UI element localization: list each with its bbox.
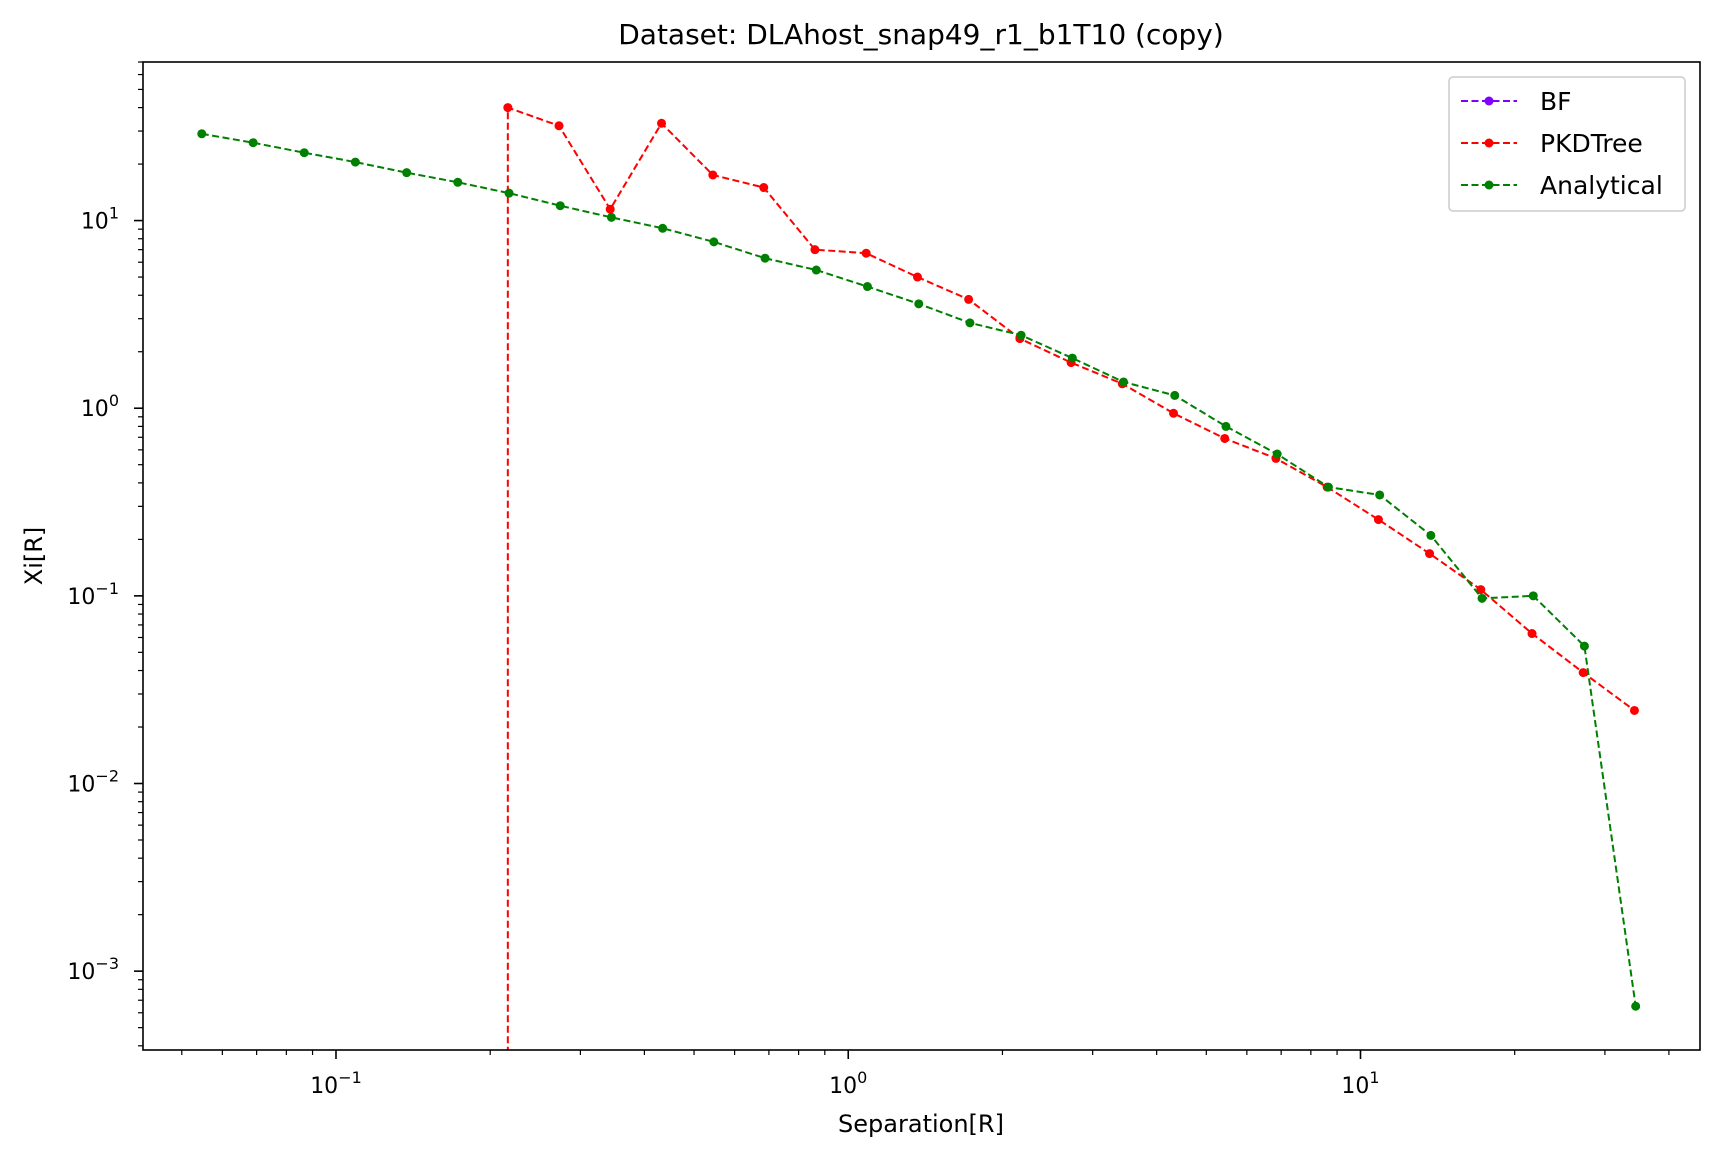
data-point (912, 272, 922, 282)
x-tick-label: 10−1 (310, 1068, 362, 1099)
data-point (810, 245, 820, 255)
data-point (605, 204, 615, 214)
data-point (1579, 641, 1589, 651)
chart-title: Dataset: DLAhost_snap49_r1_b1T10 (copy) (618, 18, 1224, 51)
data-point (811, 265, 821, 275)
data-point (299, 148, 309, 158)
data-point (606, 212, 616, 222)
legend-label: PKDTree (1540, 129, 1643, 158)
y-tick-label: 10−2 (67, 767, 119, 798)
legend-marker (1484, 138, 1494, 148)
x-tick-label: 101 (1341, 1068, 1379, 1099)
data-point (965, 318, 975, 328)
y-axis-label: Xi[R] (20, 527, 48, 586)
data-point (861, 248, 871, 258)
data-point (760, 253, 770, 263)
data-point (964, 294, 974, 304)
data-point (709, 237, 719, 247)
data-point (1426, 530, 1436, 540)
legend-item-pkdtree: PKDTree (1461, 129, 1643, 158)
data-point (1067, 353, 1077, 363)
data-point (1170, 390, 1180, 400)
legend-label: BF (1540, 87, 1572, 116)
data-point (1373, 515, 1383, 525)
legend-item-analytical: Analytical (1461, 171, 1663, 200)
data-point (708, 170, 718, 180)
data-point (1119, 377, 1129, 387)
legend-marker (1484, 96, 1494, 106)
data-point (503, 103, 513, 113)
y-tick-label: 100 (81, 391, 119, 422)
data-point (1221, 421, 1231, 431)
data-point (1425, 549, 1435, 559)
data-point (1527, 629, 1537, 639)
series-line (506, 106, 1636, 1050)
data-point (657, 118, 667, 128)
data-point (1323, 482, 1333, 492)
data-point (1169, 408, 1179, 418)
data-point (197, 129, 207, 139)
plot-frame (142, 61, 1701, 1051)
y-tick-label: 10−1 (67, 579, 119, 610)
series-analytical (197, 129, 1641, 1011)
data-point (555, 201, 565, 211)
x-axis-ticks: 10−1 100 101 (181, 1050, 1670, 1099)
data-point (759, 183, 769, 193)
legend: BF PKDTree Analytical (1448, 76, 1686, 212)
legend-item-bf: BF (1461, 87, 1572, 116)
data-point (1272, 449, 1282, 459)
series-layer (197, 103, 1641, 1050)
data-point (504, 188, 514, 198)
data-point (1477, 593, 1487, 603)
data-point (1631, 1001, 1641, 1011)
series-pkdtree (503, 103, 1639, 1050)
x-axis-label: Separation[R] (838, 1110, 1004, 1138)
data-point (453, 177, 463, 187)
data-point (1476, 585, 1486, 595)
data-point (1629, 705, 1639, 715)
data-point (1016, 330, 1026, 340)
data-point (1528, 591, 1538, 601)
data-point (1220, 433, 1230, 443)
data-point (1375, 490, 1385, 500)
x-tick-label: 100 (829, 1068, 867, 1099)
data-point (248, 138, 258, 148)
data-point (554, 121, 564, 131)
y-tick-label: 10−3 (67, 954, 119, 985)
data-point (402, 168, 412, 178)
data-point (862, 282, 872, 292)
y-tick-label: 101 (81, 204, 119, 235)
legend-label: Analytical (1540, 171, 1663, 200)
y-axis-ticks: 10−3 10−2 10−1 100 101 (67, 61, 143, 1047)
legend-frame (1448, 76, 1686, 212)
legend-marker (1484, 180, 1494, 190)
data-point (658, 223, 668, 233)
data-point (350, 157, 360, 167)
plot-area (143, 62, 1700, 1050)
data-point (1578, 668, 1588, 678)
data-point (914, 299, 924, 309)
